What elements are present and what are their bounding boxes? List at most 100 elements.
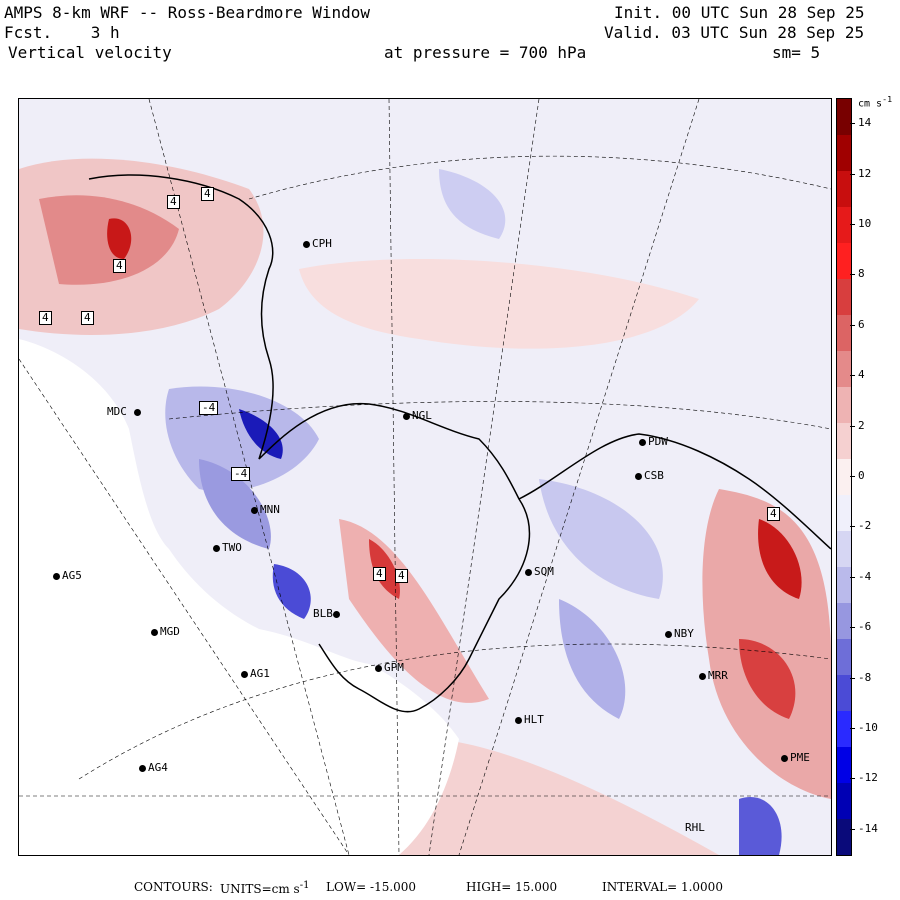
station-ngl[interactable]: NGL	[403, 409, 432, 422]
colorbar-segment	[837, 711, 851, 747]
station-label: MNN	[260, 503, 280, 516]
fcst-value: 3 h	[90, 23, 120, 42]
colorbar-tick-label: -12	[858, 771, 878, 785]
station-dot	[303, 240, 310, 248]
colorbar-tick-mark	[850, 526, 855, 528]
colorbar-segment	[837, 675, 851, 711]
pressure-level: at pressure = 700 hPa	[384, 44, 586, 62]
footer-units-text: UNITS=cm s	[220, 882, 300, 896]
field-name: Vertical velocity	[8, 43, 172, 62]
footer-units-exp: -1	[299, 880, 310, 891]
negative-zone	[559, 599, 626, 719]
station-ag4[interactable]: AG4	[139, 761, 168, 774]
footer-interval: INTERVAL= 1.0000	[602, 880, 723, 894]
station-gpm[interactable]: GPM	[375, 661, 404, 674]
colorbar-segment	[837, 279, 851, 315]
station-label: PDW	[648, 435, 668, 448]
station-label: NBY	[674, 627, 694, 640]
colorbar-tick-mark	[850, 375, 855, 377]
contour-label: 4	[201, 187, 214, 201]
grid-line	[19, 358, 350, 855]
colorbar-segment	[837, 783, 851, 819]
station-dot	[639, 438, 646, 446]
station-mrr[interactable]: MRR	[699, 669, 728, 682]
no-data-area	[19, 799, 399, 855]
colorbar-segment	[837, 603, 851, 639]
footer-contours: CONTOURS:	[134, 880, 213, 894]
station-cph[interactable]: CPH	[303, 237, 332, 250]
positive-zone	[399, 739, 719, 855]
colorbar-tick-mark	[850, 123, 855, 125]
grid-line	[458, 99, 700, 855]
colorbar-tick-mark	[850, 425, 855, 427]
station-dot	[251, 506, 258, 514]
station-mgd[interactable]: MGD	[151, 625, 180, 638]
no-data-area	[19, 339, 459, 855]
footer-high: HIGH= 15.000	[466, 880, 558, 894]
station-pme[interactable]: PME	[781, 751, 810, 764]
colorbar-segment	[837, 495, 851, 531]
colorbar-tick-label: -10	[858, 721, 878, 734]
station-dot	[375, 664, 382, 672]
station-two[interactable]: TWO	[213, 541, 242, 554]
station-dot	[665, 630, 672, 638]
colorbar-tick-label: -8	[858, 670, 872, 684]
colorbar-tick-label: -2	[858, 519, 872, 533]
colorbar-segment	[837, 747, 851, 783]
colorbar-segment	[837, 315, 851, 351]
station-mnn[interactable]: MNN	[251, 503, 280, 516]
init-time: Init. 00 UTC Sun 28 Sep 25	[614, 3, 865, 22]
station-label: TWO	[222, 541, 242, 554]
station-hlt[interactable]: HLT	[515, 713, 544, 726]
station-ag5[interactable]: AG5	[53, 569, 82, 582]
contour-label: -4	[231, 467, 251, 481]
colorbar-segment	[837, 207, 851, 243]
colorbar-tick-mark	[850, 728, 855, 729]
station-mdc[interactable]: MDC	[107, 405, 143, 418]
station-blb[interactable]: BLB	[313, 607, 342, 620]
station-dot	[635, 472, 642, 480]
positive-zone	[107, 218, 132, 259]
station-sqm[interactable]: SQM	[525, 565, 554, 578]
colorbar-tick-label: 8	[858, 267, 865, 281]
station-nby[interactable]: NBY	[665, 627, 694, 640]
station-pdw[interactable]: PDW	[639, 435, 668, 448]
colorbar-tick-label: 14	[858, 116, 872, 130]
station-label: CSB	[644, 469, 664, 482]
grid-line	[148, 99, 350, 855]
colorbar-segment	[837, 531, 851, 567]
station-label: GPM	[384, 661, 404, 674]
station-label: AG1	[250, 667, 270, 680]
station-dot	[133, 408, 141, 416]
colorbar-tick-mark	[850, 173, 855, 175]
station-csb[interactable]: CSB	[635, 469, 664, 482]
colorbar-tick-mark	[850, 677, 855, 679]
colorbar-tick-mark	[850, 476, 855, 477]
colorbar-tick-label: 6	[858, 317, 865, 331]
colorbar-tick-mark	[850, 576, 855, 578]
positive-zone	[299, 259, 699, 349]
map-field	[19, 99, 831, 855]
contour-label: 4	[167, 195, 180, 209]
plot-title: AMPS 8-km WRF -- Ross-Beardmore Window	[4, 3, 371, 22]
station-dot	[53, 572, 60, 580]
station-rhl[interactable]: RHL	[685, 821, 705, 834]
coastline	[518, 433, 831, 550]
colorbar-tick-mark	[850, 828, 855, 830]
unit-exponent: -1	[882, 94, 893, 104]
station-label: MRR	[708, 669, 728, 682]
station-dot	[213, 544, 220, 552]
negative-zone	[539, 479, 663, 599]
contour-label: -4	[199, 401, 219, 415]
colorbar-segment	[837, 387, 851, 423]
station-label: AG5	[62, 569, 82, 582]
contour-label: 4	[395, 569, 408, 583]
station-dot	[515, 716, 522, 724]
station-dot	[525, 568, 532, 576]
grid-line	[388, 99, 400, 855]
positive-zone	[758, 519, 802, 599]
station-label: CPH	[312, 237, 332, 250]
latitude-circle	[248, 155, 831, 200]
station-ag1[interactable]: AG1	[241, 667, 270, 680]
colorbar-tick-mark	[850, 324, 855, 326]
